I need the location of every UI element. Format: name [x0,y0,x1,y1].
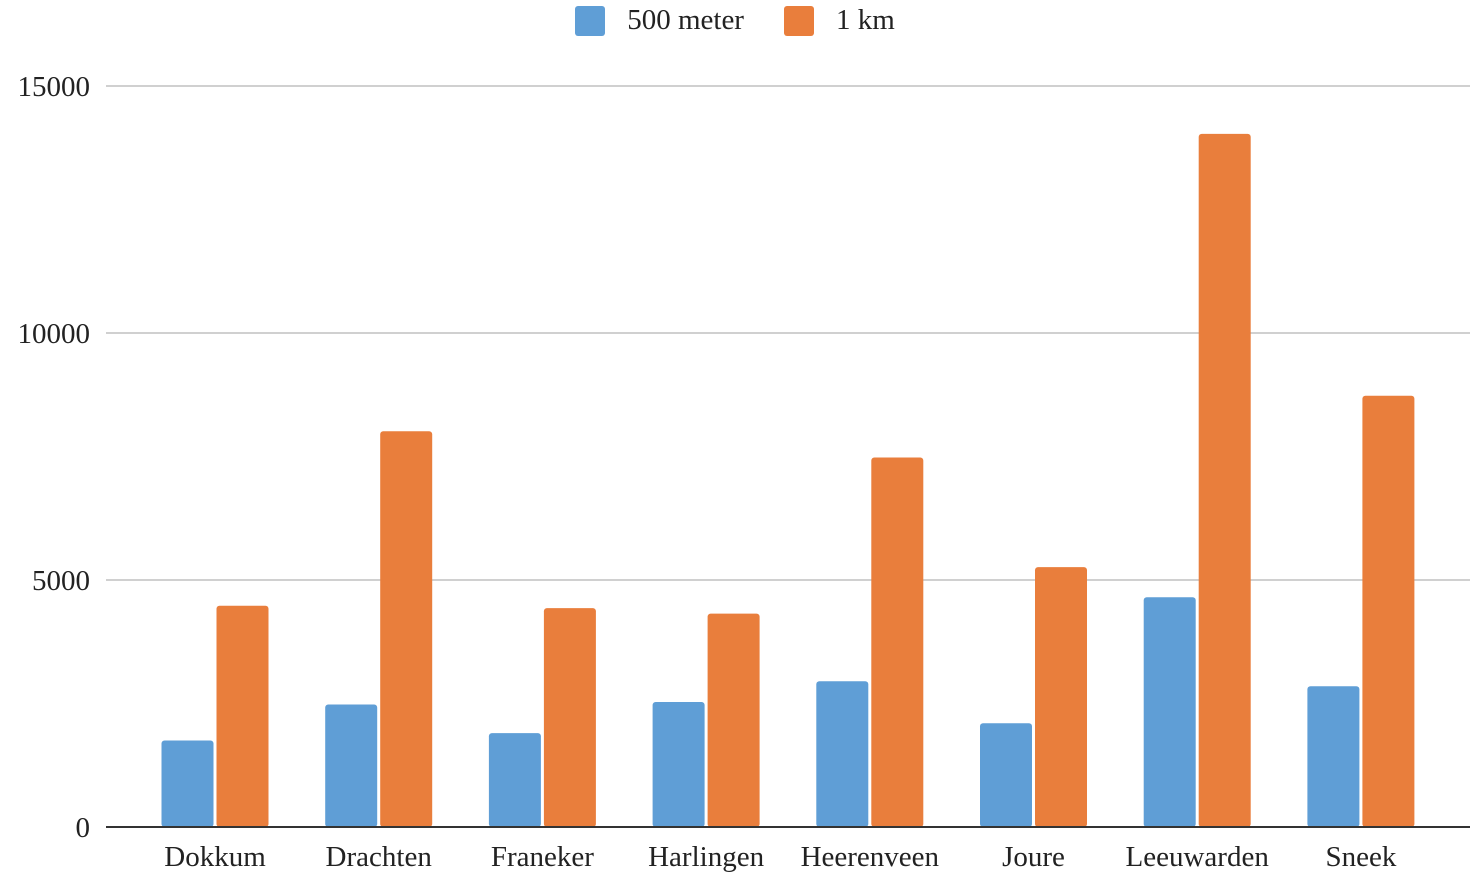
bar-500-meter [1307,686,1360,827]
x-tick-label: Franeker [491,841,594,873]
gridlines [106,85,1470,581]
bar-1-km [871,457,924,827]
legend-label-1-km: 1 km [835,4,895,36]
y-tick-label: 0 [76,812,91,844]
legend-label-500-meter: 500 meter [627,4,744,36]
bar-1-km [543,608,596,827]
x-tick-label: Leeuwarden [1126,841,1270,873]
x-tick-label: Drachten [326,841,433,873]
bar-500-meter [325,704,378,827]
bar-500-meter [1143,597,1196,827]
bar-1-km [380,431,433,827]
bar-1-km [1362,395,1415,827]
x-tick-label: Sneek [1325,841,1396,873]
bar-500-meter [488,733,541,827]
bar-1-km [1198,133,1251,828]
bar-500-meter [161,740,214,827]
y-tick-label: 10000 [18,318,91,350]
legend: 500 meter 1 km [0,4,1470,37]
bar-1-km [216,605,269,827]
legend-swatch-1-km [783,5,814,36]
axis: 0 5000 10000 15000 Dokkum Drachten Franeker Har… [18,71,1470,873]
x-tick-label: Joure [1002,841,1065,873]
bar-500-meter [652,702,705,827]
x-tick-label: Harlingen [648,841,764,873]
bar-1-km [1035,567,1087,827]
x-tick-label: Heerenveen [801,841,940,873]
legend-item-500-meter: 500 meter [575,4,744,37]
bar-500-meter [980,723,1032,827]
bars [161,133,1415,828]
x-tick-label: Dokkum [164,841,266,873]
bar-500-meter [816,681,869,827]
bar-1-km [707,613,760,827]
legend-item-1-km: 1 km [783,4,895,37]
y-tick-label: 5000 [32,565,90,597]
y-tick-label: 15000 [18,71,91,103]
legend-swatch-500-meter [575,5,606,36]
